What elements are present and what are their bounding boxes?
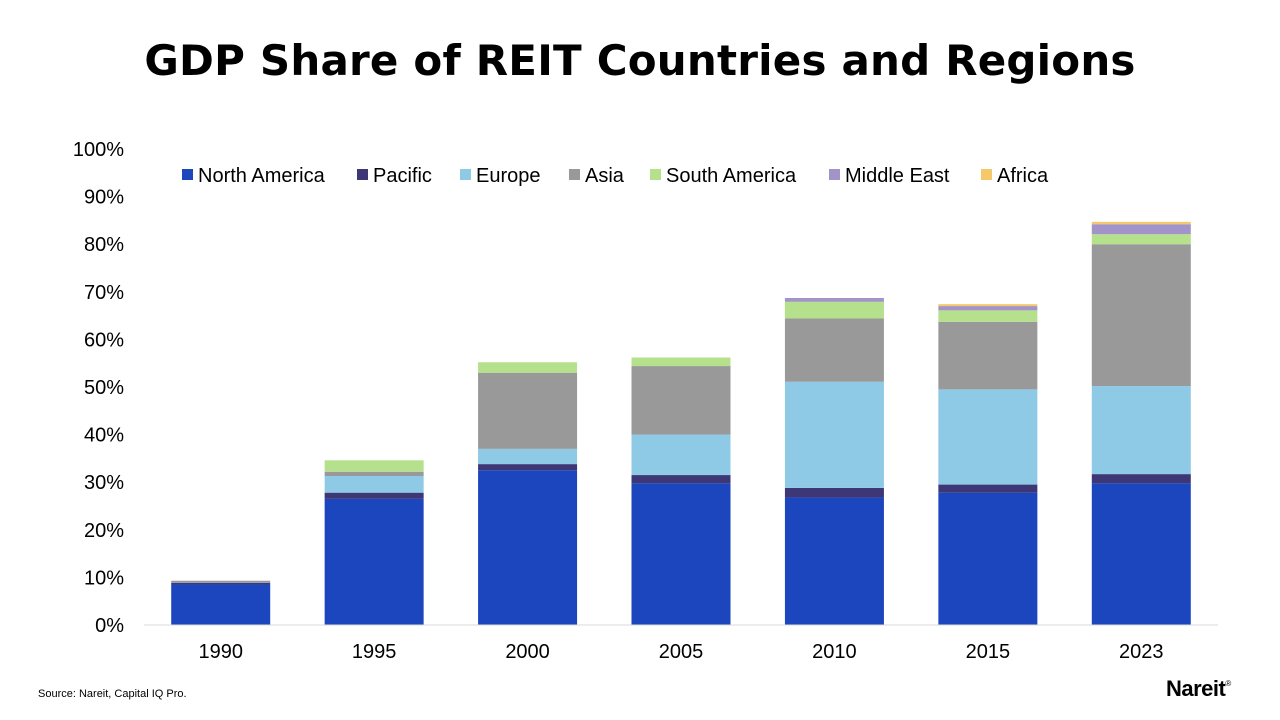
bar-segment-south-america: [631, 357, 731, 367]
bar-segment-asia: [631, 366, 731, 435]
y-tick-label: 0%: [95, 615, 124, 637]
legend-swatch: [981, 169, 992, 180]
legend-swatch: [569, 169, 580, 180]
bar-segment-middle-east: [938, 306, 1038, 311]
bar-segment-africa: [938, 304, 1038, 307]
registered-mark: ®: [1225, 679, 1231, 688]
legend-swatch: [357, 169, 368, 180]
bar-segment-north-america: [478, 470, 578, 625]
bar-segment-pacific: [631, 475, 731, 484]
legend-label: Europe: [476, 165, 541, 187]
chart-title: GDP Share of REIT Countries and Regions: [144, 36, 1136, 85]
legend-label: Middle East: [845, 165, 950, 187]
bar-segment-pacific: [324, 492, 424, 499]
bar-segment-north-america: [171, 584, 271, 625]
bar-segment-asia: [1091, 244, 1191, 387]
x-tick-label: 2010: [812, 641, 857, 663]
y-tick-label: 60%: [84, 329, 124, 351]
y-tick-label: 30%: [84, 472, 124, 494]
bar-segment-pacific: [171, 582, 271, 585]
bar-segment-asia: [938, 321, 1038, 390]
y-tick-label: 70%: [84, 282, 124, 304]
bar-segment-europe: [478, 448, 578, 465]
bar-segment-asia: [171, 580, 271, 583]
x-axis: 1990 1995 2000 2005 2010 2015 2023: [198, 641, 1163, 663]
y-tick-label: 40%: [84, 425, 124, 447]
legend-label: Asia: [585, 165, 625, 187]
bar-segment-asia: [784, 318, 884, 382]
bar-segment-europe: [631, 434, 731, 476]
legend-label: South America: [666, 165, 797, 187]
bar-segment-south-america: [784, 301, 884, 319]
legend-label: Pacific: [373, 165, 432, 187]
y-tick-label: 80%: [84, 234, 124, 256]
bar-segment-north-america: [631, 483, 731, 625]
legend: North America Pacific Europe Asia South Amer…: [182, 165, 1049, 187]
bar-segment-north-america: [784, 497, 884, 625]
bar-segment-pacific: [1091, 474, 1191, 484]
bar-segment-south-america: [938, 310, 1038, 322]
bar-segment-pacific: [478, 464, 578, 471]
x-tick-label: 2023: [1119, 641, 1164, 663]
bar-segment-south-america: [1091, 234, 1191, 245]
bar-segment-europe: [784, 381, 884, 488]
bar-segment-europe: [938, 389, 1038, 485]
bar-segment-middle-east: [784, 297, 884, 302]
bar-segment-europe: [171, 582, 271, 583]
legend-label: North America: [198, 165, 326, 187]
y-tick-label: 90%: [84, 187, 124, 209]
bar-segment-north-america: [324, 498, 424, 625]
y-tick-label: 10%: [84, 567, 124, 589]
legend-label: Africa: [997, 165, 1049, 187]
bar-segment-asia: [324, 471, 424, 477]
x-tick-label: 2000: [505, 641, 550, 663]
bar-segment-middle-east: [1091, 224, 1191, 235]
y-tick-label: 100%: [73, 139, 124, 161]
nareit-logo: Nareit®: [1166, 676, 1231, 702]
bar-segment-europe: [324, 476, 424, 493]
legend-swatch: [829, 169, 840, 180]
legend-swatch: [460, 169, 471, 180]
y-axis: 0% 10% 20% 30% 40% 50% 60% 70% 80% 90% 100%: [73, 139, 124, 637]
y-tick-label: 50%: [84, 377, 124, 399]
bar-segment-north-america: [1091, 483, 1191, 625]
bar-segment-africa: [1091, 221, 1191, 225]
bar-segment-europe: [1091, 386, 1191, 475]
x-tick-label: 2005: [659, 641, 704, 663]
bar-segment-south-america: [478, 362, 578, 373]
y-tick-label: 20%: [84, 520, 124, 542]
logo-text: Nareit: [1166, 676, 1226, 701]
bar-series: [171, 221, 1191, 625]
bar-segment-pacific: [784, 487, 884, 498]
bar-segment-south-america: [324, 460, 424, 472]
x-tick-label: 2015: [966, 641, 1011, 663]
legend-swatch: [182, 169, 193, 180]
legend-swatch: [650, 169, 661, 180]
bar-segment-pacific: [938, 484, 1038, 493]
bar-segment-north-america: [938, 492, 1038, 625]
bar-segment-asia: [478, 372, 578, 449]
x-tick-label: 1990: [198, 641, 243, 663]
x-tick-label: 1995: [352, 641, 397, 663]
source-note: Source: Nareit, Capital IQ Pro.: [38, 688, 187, 700]
